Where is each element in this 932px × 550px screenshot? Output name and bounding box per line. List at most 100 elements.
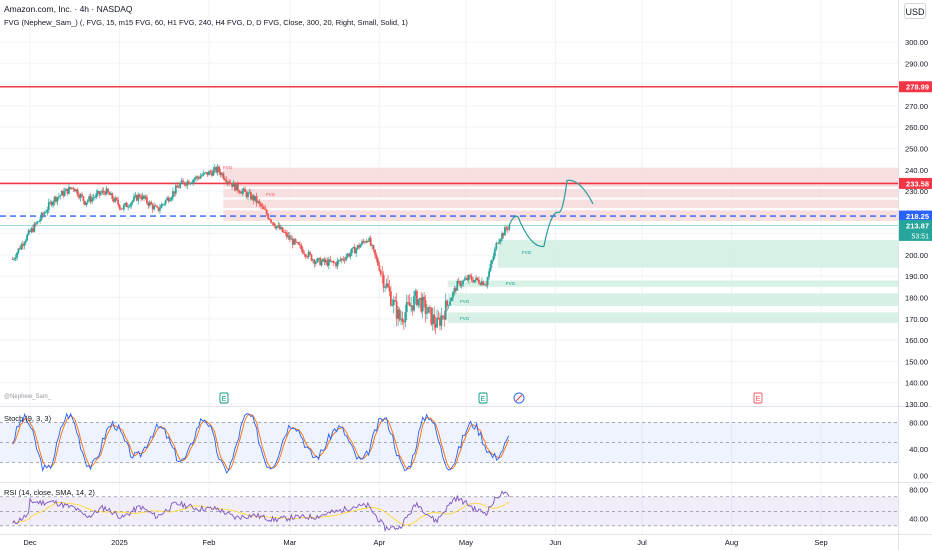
- candle-body: [197, 177, 200, 179]
- candle-body: [402, 321, 405, 323]
- price-tick-label: 300.00: [905, 38, 928, 47]
- candle-body: [320, 261, 323, 266]
- candle-body: [236, 183, 239, 191]
- candle-body: [505, 227, 508, 230]
- candle-body: [372, 245, 375, 250]
- time-axis[interactable]: Dec 2025 Feb Mar Apr May Jun Jul Aug Sep: [23, 538, 827, 547]
- candle-body: [410, 305, 412, 307]
- candle-body: [156, 206, 158, 208]
- candle-body: [426, 312, 428, 314]
- candle-body: [424, 300, 427, 314]
- earnings-icon[interactable]: [753, 392, 763, 404]
- candle-body: [349, 253, 352, 257]
- candle-body: [208, 171, 210, 176]
- time-tick-label: Sep: [814, 538, 827, 547]
- candle-body: [415, 291, 418, 306]
- candle-body: [31, 228, 34, 232]
- price-scale[interactable]: 130.00 140.00 150.00 160.00 170.00 180.00 190.…: [899, 38, 932, 524]
- candle-body: [225, 180, 228, 183]
- fvg-label: FVG: [506, 281, 516, 286]
- candle-body: [219, 171, 222, 176]
- earnings-marker[interactable]: E: [219, 392, 229, 404]
- split-icon[interactable]: [513, 392, 525, 404]
- candle-body: [418, 297, 421, 300]
- price-label-tag[interactable]: [899, 210, 932, 222]
- price-tick-label: 190.00: [905, 272, 928, 281]
- candle-body: [206, 172, 209, 176]
- candle-body: [452, 292, 454, 298]
- candle-body: [68, 186, 70, 194]
- candle-body: [355, 248, 358, 254]
- candle-body: [57, 196, 60, 198]
- candle-body: [218, 166, 221, 172]
- candle-body: [221, 173, 223, 176]
- fvg-label: FVG: [266, 192, 276, 197]
- candle-body: [358, 245, 361, 248]
- candle-body: [463, 279, 466, 281]
- candle-body: [411, 305, 414, 311]
- candle-body: [43, 212, 46, 215]
- candle-body: [128, 206, 131, 208]
- candle-body: [196, 176, 199, 178]
- candle-body: [443, 316, 446, 320]
- earnings-icon[interactable]: [219, 392, 229, 404]
- candle-body: [405, 302, 408, 313]
- candle-body: [457, 281, 460, 282]
- candle-body: [261, 206, 264, 208]
- price-tick-label: 260.00: [905, 123, 928, 132]
- candle-body: [182, 180, 184, 183]
- candle-body: [264, 209, 267, 211]
- earnings-marker[interactable]: E: [478, 392, 488, 404]
- candle-body: [404, 312, 407, 323]
- candle-body: [314, 262, 317, 264]
- candle-body: [111, 193, 114, 200]
- candle-body: [408, 302, 411, 307]
- earnings-icon[interactable]: [478, 392, 488, 404]
- price-label-tag[interactable]: [899, 219, 932, 241]
- currency-button[interactable]: USD: [904, 3, 926, 19]
- price-label-tag[interactable]: [899, 177, 932, 189]
- candle-body: [91, 197, 93, 202]
- candle-body: [46, 209, 49, 213]
- price-tick-label: 240.00: [905, 166, 928, 175]
- price-label-tag[interactable]: [899, 81, 932, 93]
- candle-body: [430, 307, 433, 325]
- earnings-marker[interactable]: E: [753, 392, 763, 404]
- candle-body: [76, 189, 79, 196]
- rsi-pane: [0, 490, 898, 533]
- horizontal-levels[interactable]: [0, 85, 898, 226]
- candle-body: [199, 176, 202, 179]
- candle-body: [185, 184, 187, 186]
- price-tick-label: 230.00: [905, 187, 928, 196]
- candle-body: [102, 190, 105, 193]
- projection-path[interactable]: [508, 179, 594, 248]
- candles: [11, 163, 511, 335]
- candle-body: [444, 300, 447, 320]
- candle-body: [213, 167, 216, 170]
- candle-body: [29, 230, 31, 233]
- candle-body: [186, 181, 189, 186]
- candle-body: [506, 229, 509, 230]
- candle-body: [482, 281, 485, 285]
- candle-body: [431, 314, 434, 325]
- candle-body: [382, 274, 385, 288]
- candle-body: [381, 274, 384, 275]
- candle-body: [427, 307, 430, 313]
- rsi-legend: RSI (14, close, SMA, 14, 2): [4, 488, 95, 497]
- candle-body: [27, 230, 30, 235]
- candle-body: [291, 238, 294, 245]
- candle-body: [489, 264, 492, 272]
- candle-body: [235, 183, 238, 191]
- candle-body: [281, 227, 284, 233]
- candle-body: [283, 232, 285, 233]
- candle-body: [504, 227, 506, 236]
- candle-body: [343, 259, 346, 261]
- candle-body: [140, 197, 143, 200]
- candle-body: [268, 218, 271, 220]
- candle-body: [24, 240, 27, 243]
- candle-body: [319, 257, 322, 266]
- candle-body: [374, 249, 376, 256]
- projection-line[interactable]: [508, 179, 594, 248]
